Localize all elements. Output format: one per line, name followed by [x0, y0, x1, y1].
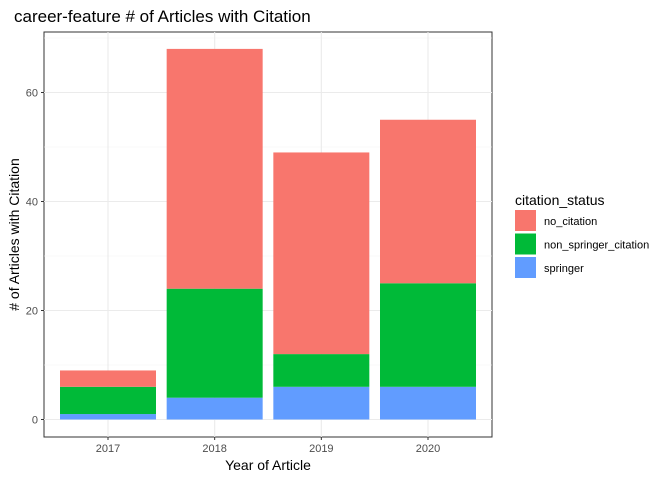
- bar-segment-springer: [380, 386, 476, 420]
- legend-key-non_springer_citation: [515, 233, 536, 255]
- bars: [60, 48, 476, 420]
- bar-segment-no_citation: [166, 48, 263, 289]
- bar-segment-springer: [60, 414, 156, 420]
- bar-segment-springer: [273, 386, 370, 420]
- plot-panel: [43, 31, 493, 438]
- legend-label: no_citation: [544, 216, 597, 228]
- bar-segment-non_springer_citation: [60, 386, 156, 415]
- x-tick-label: 2018: [202, 443, 226, 455]
- legend-key-no_citation: [515, 210, 536, 231]
- chart-title: career-feature # of Articles with Citati…: [14, 7, 311, 26]
- bar-segment-no_citation: [380, 119, 476, 284]
- y-axis-label: # of Articles with Citation: [6, 158, 22, 311]
- y-tick-label: 60: [26, 88, 38, 100]
- legend: citation_status no_citation non_springer_…: [515, 192, 649, 278]
- x-tick-label: 2020: [416, 443, 440, 455]
- legend-key-springer: [515, 257, 536, 278]
- bar-segment-non_springer_citation: [380, 283, 476, 387]
- y-axis-ticks: 0 20 40 60: [26, 88, 44, 427]
- y-tick-label: 20: [26, 306, 38, 318]
- bar-segment-no_citation: [60, 370, 156, 387]
- bar-segment-non_springer_citation: [273, 354, 370, 387]
- x-axis-ticks: 2017 2018 2019 2020: [96, 437, 440, 455]
- x-axis-label: Year of Article: [225, 457, 311, 473]
- legend-label: springer: [544, 263, 584, 275]
- legend-label: non_springer_citation: [544, 240, 649, 252]
- bar-segment-no_citation: [273, 152, 370, 355]
- legend-title: citation_status: [515, 192, 605, 208]
- bar-segment-non_springer_citation: [166, 288, 263, 398]
- y-tick-label: 40: [26, 197, 38, 209]
- x-tick-label: 2017: [96, 443, 120, 455]
- x-tick-label: 2019: [309, 443, 333, 455]
- bar-segment-springer: [166, 397, 263, 420]
- y-tick-label: 0: [32, 415, 38, 427]
